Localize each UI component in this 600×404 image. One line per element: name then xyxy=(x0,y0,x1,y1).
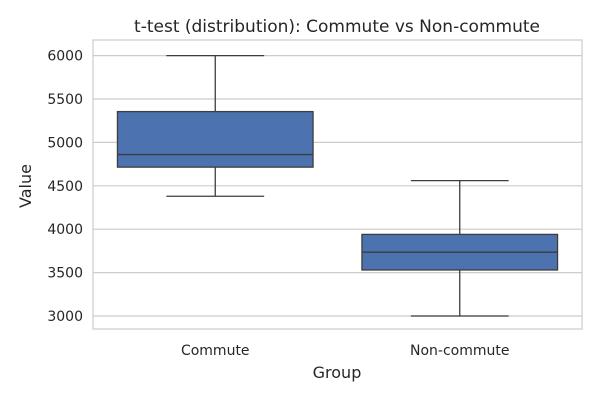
y-axis-label: Value xyxy=(16,164,35,208)
y-tick-label: 4500 xyxy=(47,179,83,195)
plot-frame xyxy=(92,39,583,330)
box-group xyxy=(361,179,559,317)
box-group xyxy=(116,54,314,197)
x-tick-label: Non-commute xyxy=(410,343,509,359)
y-tick-label: 3000 xyxy=(47,309,83,325)
y-tick-label: 5000 xyxy=(47,135,83,151)
y-tick-label: 4000 xyxy=(47,222,83,238)
y-tick-label: 3500 xyxy=(47,266,83,282)
box-iqr xyxy=(116,110,314,168)
x-tick-label: Commute xyxy=(181,343,250,359)
chart-title: t-test (distribution): Commute vs Non-co… xyxy=(134,17,540,37)
y-tick-labels: 3000 3500 4000 4500 5000 5500 6000 xyxy=(47,49,83,325)
y-tick-label: 5500 xyxy=(47,92,83,108)
y-tick-label: 6000 xyxy=(47,49,83,65)
boxes xyxy=(116,54,559,317)
x-tick-labels: Commute Non-commute xyxy=(181,343,510,359)
x-axis-label: Group xyxy=(313,363,362,382)
